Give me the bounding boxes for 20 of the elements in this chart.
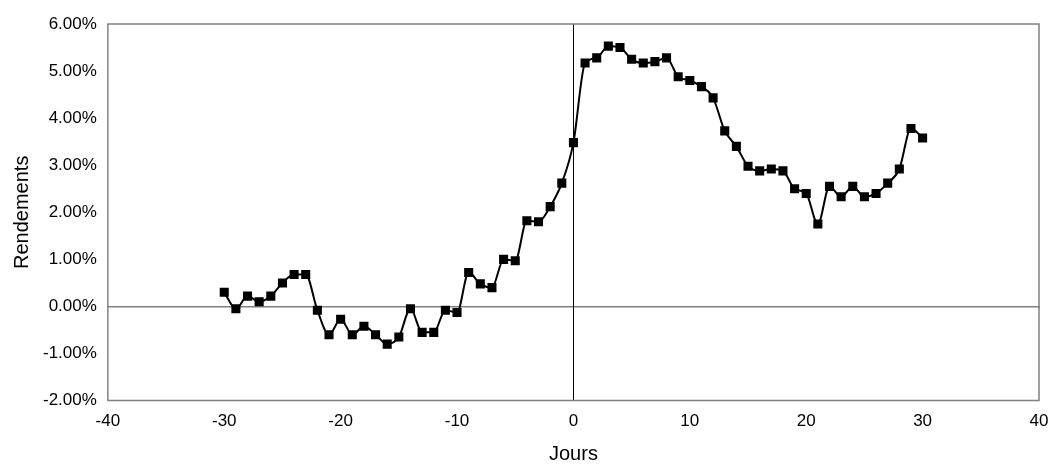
- x-axis-title: Jours: [548, 441, 598, 464]
- x-tick-label: -30: [211, 411, 237, 431]
- y-tick-label: 6.00%: [48, 13, 97, 33]
- x-tick-label: 0: [568, 411, 579, 431]
- x-tick-label: 30: [913, 411, 933, 431]
- y-axis-title: Rendements: [9, 155, 32, 269]
- x-tick-label: -20: [328, 411, 353, 431]
- y-tick-label: 0.00%: [48, 296, 97, 316]
- y-tick-label: 5.00%: [48, 60, 97, 80]
- y-tick-label: 1.00%: [48, 249, 97, 269]
- y-tick-label: 2.00%: [48, 201, 97, 221]
- x-tick-label: 10: [680, 411, 700, 431]
- y-tick-label: -1.00%: [42, 343, 97, 363]
- x-tick-label: -40: [95, 411, 121, 431]
- y-tick-label: 3.00%: [48, 154, 97, 174]
- x-tick-label: 20: [796, 411, 816, 431]
- y-tick-label: 4.00%: [48, 107, 97, 127]
- x-tick-label: -10: [444, 411, 470, 431]
- x-tick-label: 40: [1029, 411, 1049, 431]
- y-tick-label: -2.00%: [42, 390, 97, 410]
